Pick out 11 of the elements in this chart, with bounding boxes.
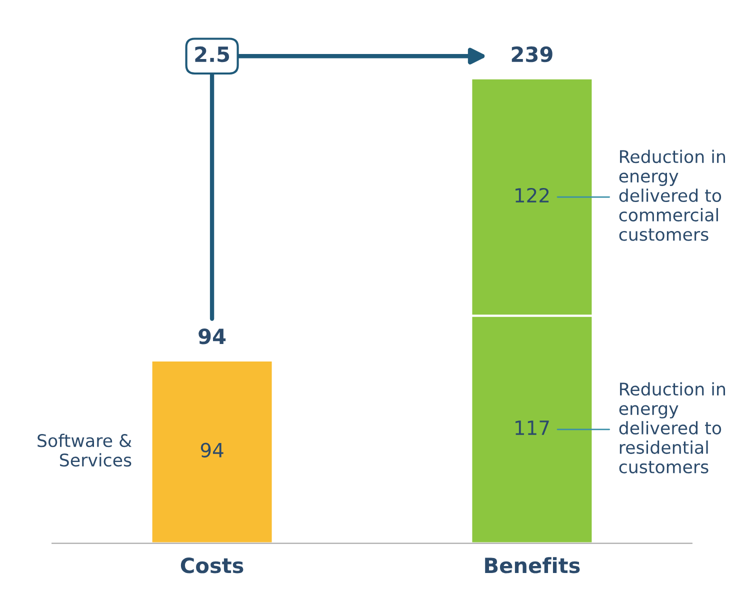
text: 2.5 — [195, 46, 230, 62]
series-label: Reduction in energy delivered to residential customers — [619, 382, 725, 474]
total-label: 94 — [198, 328, 226, 344]
series-label: Software & Services — [38, 434, 132, 467]
data-label: 122 — [516, 188, 549, 202]
x-tick-label: Costs — [180, 558, 244, 574]
total-label: 239 — [512, 46, 552, 62]
data-label: 94 — [200, 442, 224, 458]
x-tick-label: Benefits — [485, 557, 580, 574]
series-label: Reduction in energy delivered to commercial customers — [619, 150, 725, 241]
data-label: 117 — [516, 420, 549, 435]
